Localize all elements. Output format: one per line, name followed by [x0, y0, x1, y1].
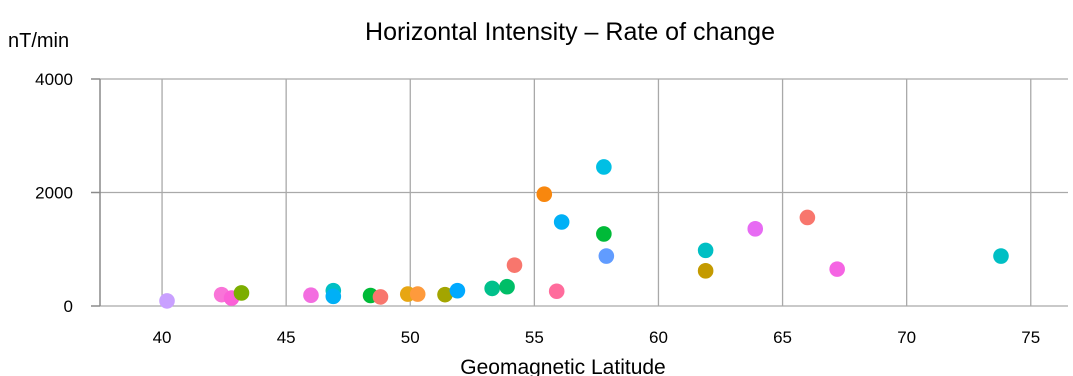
- data-point: [697, 242, 714, 259]
- data-point: [536, 186, 553, 203]
- data-point: [409, 286, 426, 302]
- x-tick-label: 40: [153, 328, 172, 347]
- data-point: [829, 261, 845, 277]
- data-point: [159, 293, 175, 309]
- data-point: [747, 221, 764, 237]
- data-point: [598, 248, 615, 264]
- data-point: [548, 283, 565, 300]
- x-tick-label: 55: [525, 328, 544, 347]
- data-point: [303, 287, 319, 304]
- y-tick-label: 2000: [35, 184, 73, 203]
- x-tick-label: 65: [773, 328, 792, 347]
- x-tick-label: 50: [401, 328, 420, 347]
- data-point: [499, 278, 515, 295]
- x-axis-label: Geomagnetic Latitude: [460, 356, 665, 376]
- data-point: [553, 214, 570, 230]
- y-tick-label: 4000: [35, 70, 73, 89]
- x-tick-label: 70: [897, 328, 916, 347]
- x-tick-label: 75: [1021, 328, 1040, 347]
- chart-title: Horizontal Intensity – Rate of change: [365, 18, 775, 46]
- data-point: [325, 288, 342, 305]
- data-point: [449, 282, 466, 299]
- data-point: [233, 285, 250, 301]
- x-tick-label: 45: [277, 328, 296, 347]
- data-point: [484, 280, 500, 297]
- data-point: [596, 159, 612, 175]
- data-points: [159, 159, 1009, 309]
- y-axis-label: nT/min: [8, 30, 69, 52]
- data-point: [596, 226, 612, 242]
- data-point: [697, 263, 714, 279]
- data-point: [437, 286, 453, 303]
- grid: [100, 78, 1068, 307]
- y-tick-label: 0: [64, 297, 73, 316]
- data-point: [799, 209, 816, 226]
- data-point: [372, 289, 389, 305]
- x-tick-label: 60: [649, 328, 668, 347]
- axes: 40 45 50 55 60 65 70 75 0 2000 4000: [35, 70, 1040, 347]
- data-point: [993, 248, 1009, 264]
- data-point: [506, 257, 523, 273]
